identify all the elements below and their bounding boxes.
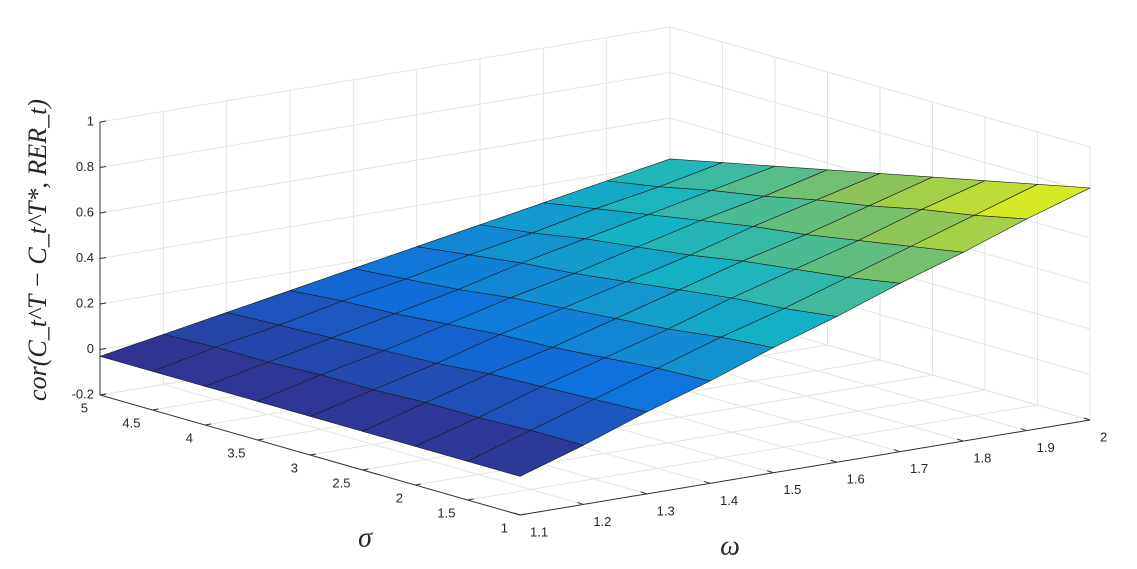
x-tick	[957, 438, 964, 442]
y-tick	[309, 453, 317, 456]
y-tick-label: 5	[81, 400, 88, 415]
y-tick-label: 4	[186, 430, 193, 445]
z-tick	[99, 120, 107, 123]
y-tick	[467, 498, 474, 501]
x-axis-label: ω	[720, 530, 740, 561]
grid-line	[99, 26, 671, 123]
x-tick-label: 1.7	[910, 461, 928, 476]
z-tick-label: -0.2	[72, 386, 94, 401]
grid-line	[99, 117, 671, 214]
z-tick-label: 0.2	[76, 295, 94, 310]
grid-line	[99, 72, 671, 168]
y-tick-label: 3.5	[227, 445, 245, 460]
x-tick	[577, 501, 584, 505]
y-tick	[152, 408, 159, 411]
y-tick	[204, 423, 212, 426]
x-tick-label: 1.2	[593, 514, 611, 529]
x-tick	[513, 512, 521, 516]
y-tick-label: 2	[396, 490, 403, 505]
surface-patch	[466, 429, 585, 477]
y-tick	[414, 483, 422, 486]
x-tick	[767, 470, 774, 474]
z-tick-label: 0.8	[76, 159, 94, 174]
x-tick	[893, 449, 901, 453]
y-tick	[99, 393, 107, 396]
y-tick-label: 1.5	[437, 505, 455, 520]
grid-line	[99, 163, 671, 259]
x-tick-label: 2	[1100, 429, 1107, 444]
x-tick-label: 1.8	[973, 451, 991, 466]
y-axis-label: σ	[358, 522, 373, 553]
z-tick	[99, 257, 107, 259]
z-tick	[99, 166, 107, 168]
z-axis-label: cor(C_t^T − C_t^T*, RER_t)	[23, 99, 52, 401]
z-tick-label: 0	[87, 341, 94, 356]
x-axis	[519, 419, 1091, 516]
z-tick	[99, 348, 107, 350]
z-tick-label: 1	[87, 113, 94, 128]
x-tick-label: 1.6	[847, 472, 865, 487]
y-tick-label: 4.5	[122, 415, 140, 430]
z-tick-label: 0.4	[76, 250, 94, 265]
y-tick	[257, 438, 264, 441]
y-tick	[519, 513, 527, 516]
grid-line	[467, 404, 1038, 501]
x-tick-label: 1.5	[783, 482, 801, 497]
x-tick	[1020, 428, 1027, 432]
x-tick	[703, 480, 711, 484]
z-tick	[99, 211, 107, 214]
x-tick	[830, 459, 837, 463]
z-tick	[99, 302, 107, 305]
y-tick	[362, 468, 369, 471]
x-tick-label: 1.3	[657, 503, 675, 518]
x-tick-label: 1.4	[720, 493, 738, 508]
z-tick-label: 0.6	[76, 204, 94, 219]
y-tick-label: 3	[291, 460, 298, 475]
x-tick	[640, 491, 647, 495]
x-tick-label: 1.1	[530, 524, 548, 539]
y-tick-label: 1	[501, 520, 508, 535]
y-tick-label: 2.5	[332, 475, 350, 490]
x-tick	[1083, 417, 1091, 421]
x-tick-label: 1.9	[1037, 440, 1055, 455]
